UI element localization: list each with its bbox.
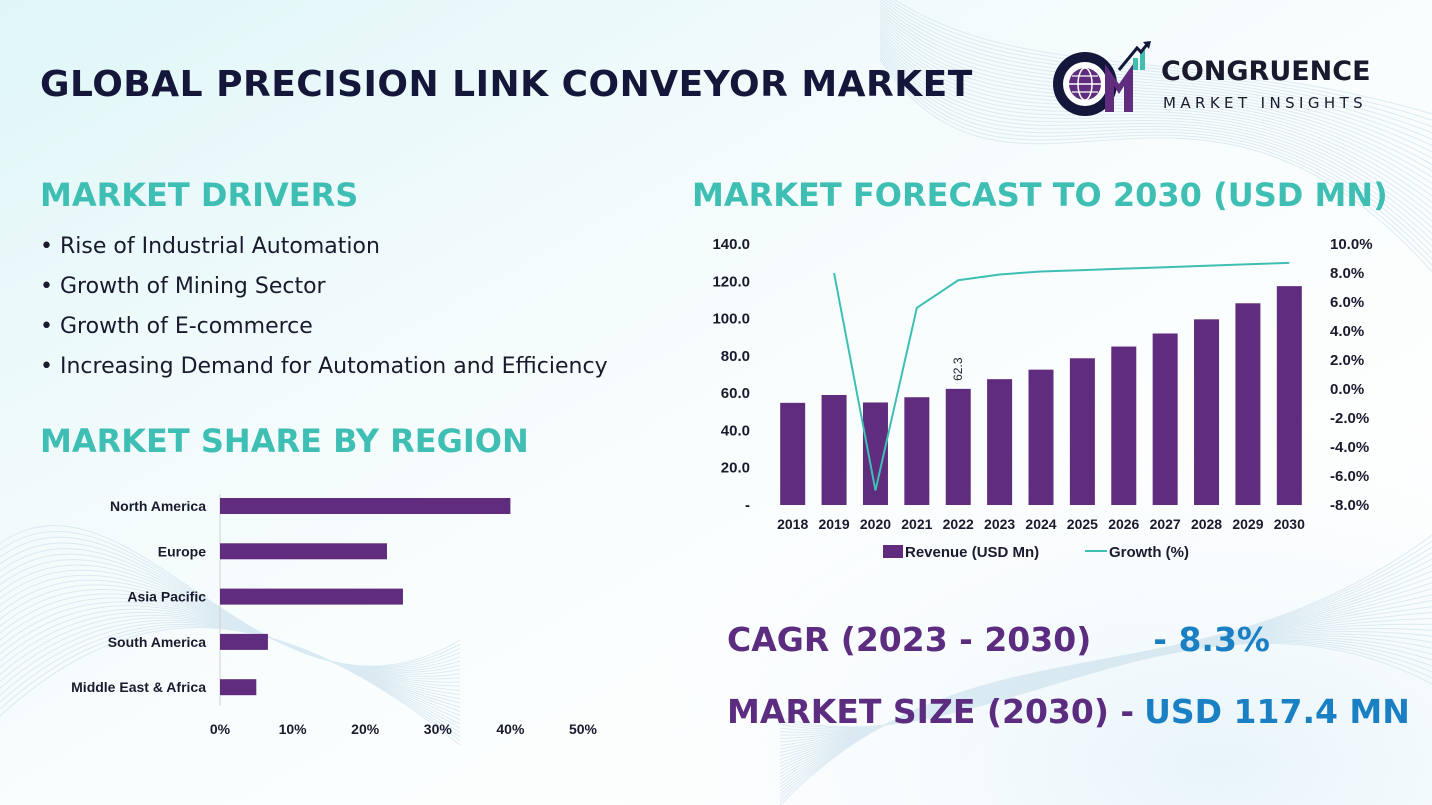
region-x-tick: 50%: [569, 721, 598, 737]
region-x-tick: 40%: [496, 721, 525, 737]
region-label: South America: [108, 634, 206, 650]
bar-data-label: 62.3: [951, 357, 965, 381]
cagr-row: CAGR (2023 - 2030) - 8.3%: [727, 620, 1270, 659]
driver-item: • Growth of E-commerce: [40, 314, 313, 339]
revenue-bar: [1028, 369, 1054, 505]
forecast-chart: - 20.0 40.0 60.0 80.0 100.0 120.0 140.0 -8.0% -6.…: [712, 236, 1373, 561]
region-bar: [220, 498, 511, 514]
left-y-tick: 100.0: [712, 311, 750, 328]
legend-growth-label: Growth (%): [1109, 544, 1189, 561]
year-tick: 2018: [777, 516, 808, 532]
region-heading: MARKET SHARE BY REGION: [40, 422, 529, 460]
region-bar: [220, 679, 257, 696]
driver-text: Growth of Mining Sector: [60, 274, 326, 299]
right-y-tick: 2.0%: [1330, 352, 1364, 369]
market-size-value: USD 117.4 MN: [1144, 692, 1410, 731]
driver-item: • Rise of Industrial Automation: [40, 234, 380, 259]
market-size-row: MARKET SIZE (2030) - USD 117.4 MN: [727, 692, 1410, 731]
region-share-chart: North America Europe Asia Pacific South Ame…: [71, 494, 598, 737]
year-tick: 2029: [1232, 516, 1263, 532]
page-title: GLOBAL PRECISION LINK CONVEYOR MARKET: [40, 64, 973, 105]
revenue-bar: [1276, 286, 1302, 505]
revenue-bar: [1235, 303, 1261, 505]
region-label: Asia Pacific: [127, 589, 206, 605]
year-tick: 2022: [943, 516, 974, 532]
legend-revenue-swatch: [883, 545, 903, 558]
revenue-bar: [904, 397, 930, 505]
forecast-heading: MARKET FORECAST TO 2030 (USD MN): [692, 176, 1388, 214]
year-tick: 2026: [1108, 516, 1139, 532]
region-bar: [220, 633, 268, 650]
year-tick: 2023: [984, 516, 1015, 532]
driver-text: Growth of E-commerce: [60, 314, 313, 339]
right-y-tick: -2.0%: [1330, 410, 1369, 427]
region-label: Europe: [158, 543, 206, 559]
right-y-tick: 0.0%: [1330, 381, 1364, 398]
year-tick: 2024: [1025, 516, 1056, 532]
right-y-tick: -8.0%: [1330, 497, 1369, 514]
region-label: North America: [110, 498, 206, 514]
market-size-label: MARKET SIZE (2030) -: [727, 692, 1135, 731]
left-y-tick: 120.0: [712, 273, 750, 290]
right-y-tick: -6.0%: [1330, 468, 1369, 485]
right-y-tick: 10.0%: [1330, 236, 1373, 253]
revenue-bar: [1069, 358, 1095, 505]
left-y-tick: 80.0: [721, 348, 750, 365]
legend-revenue-label: Revenue (USD Mn): [905, 544, 1039, 561]
year-tick: 2028: [1191, 516, 1222, 532]
left-y-tick: 140.0: [712, 236, 750, 253]
left-y-tick: -: [745, 497, 750, 514]
right-y-tick: 6.0%: [1330, 294, 1364, 311]
revenue-bar: [1194, 319, 1220, 505]
drivers-list: • Rise of Industrial Automation • Growth o…: [40, 232, 608, 392]
year-tick: 2030: [1274, 516, 1305, 532]
logo-subtitle: MARKET INSIGHTS: [1163, 94, 1368, 112]
cagr-value: - 8.3%: [1153, 620, 1270, 659]
revenue-bar: [945, 388, 971, 505]
revenue-bar: [780, 402, 806, 505]
logo-name: CONGRUENCE: [1161, 56, 1371, 87]
company-logo: CONGRUENCE MARKET INSIGHTS: [1045, 40, 1405, 120]
region-bar: [220, 543, 387, 560]
driver-item: • Increasing Demand for Automation and Ef…: [40, 354, 608, 379]
year-tick: 2027: [1150, 516, 1181, 532]
right-y-tick: 4.0%: [1330, 323, 1364, 340]
region-bar: [220, 588, 403, 605]
growth-line: [833, 261, 1290, 491]
drivers-heading: MARKET DRIVERS: [40, 176, 359, 214]
left-y-tick: 20.0: [721, 460, 750, 477]
year-tick: 2019: [818, 516, 849, 532]
region-x-tick: 20%: [351, 721, 380, 737]
revenue-bar: [1152, 333, 1178, 505]
cm-globe-logo-icon: [1053, 41, 1151, 116]
region-x-tick: 0%: [210, 721, 231, 737]
region-label: Middle East & Africa: [71, 679, 206, 695]
region-x-tick: 10%: [279, 721, 308, 737]
left-y-tick: 60.0: [721, 385, 750, 402]
region-x-tick: 30%: [424, 721, 453, 737]
right-y-tick: -4.0%: [1330, 439, 1369, 456]
cagr-label: CAGR (2023 - 2030): [727, 620, 1092, 659]
year-tick: 2020: [860, 516, 891, 532]
driver-item: • Growth of Mining Sector: [40, 274, 326, 299]
driver-text: Rise of Industrial Automation: [60, 234, 380, 259]
revenue-bar: [821, 395, 847, 505]
year-tick: 2025: [1067, 516, 1098, 532]
right-y-tick: 8.0%: [1330, 265, 1364, 282]
year-tick: 2021: [901, 516, 932, 532]
left-y-tick: 40.0: [721, 422, 750, 439]
revenue-bar: [1111, 346, 1137, 505]
driver-text: Increasing Demand for Automation and Eff…: [60, 354, 608, 379]
revenue-bar: [987, 379, 1013, 505]
